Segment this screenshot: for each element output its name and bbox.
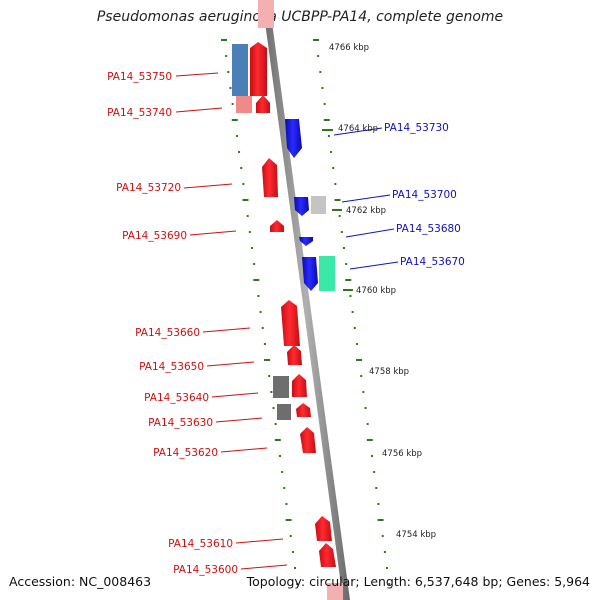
gene-arrow-pa14-53600: [319, 543, 336, 567]
gene-arrow-pa14-53660: [281, 300, 300, 346]
leader-line: [349, 261, 399, 270]
gene-arrow-pa14-53680: [299, 237, 313, 246]
leader-line: [240, 564, 288, 570]
leader-line: [215, 417, 263, 423]
gene-label: PA14_53720: [116, 182, 181, 194]
gene-label: PA14_53700: [392, 189, 457, 201]
scale-label: 4762 kbp: [346, 206, 386, 216]
leader-line: [333, 127, 383, 136]
leader-line: [345, 228, 395, 238]
gene-label: PA14_53640: [144, 392, 209, 404]
gene-arrow-pa14-53690: [270, 220, 284, 232]
blue-box-feature: [232, 44, 248, 96]
gene-arrow-pa14-53700: [294, 197, 309, 216]
gene-label: PA14_53670: [400, 256, 465, 268]
scale-label: 4756 kbp: [382, 449, 422, 459]
gene-label: PA14_53620: [153, 447, 218, 459]
topology-label: Topology: circular; Length: 6,537,648 bp…: [246, 574, 590, 589]
scale-label: 4760 kbp: [356, 286, 396, 296]
scale-label: 4766 kbp: [329, 43, 369, 53]
genome-backbone: [262, 0, 350, 600]
backbone-bottom-cap: [327, 583, 343, 600]
leader-line: [341, 194, 391, 203]
scale-label: 4764 kbp: [338, 124, 378, 134]
gene-arrow-pa14-53630: [296, 403, 311, 417]
leader-line: [220, 447, 268, 453]
leader-line: [189, 230, 237, 236]
gene-arrow-pa14-53650: [287, 345, 302, 365]
gene-label: PA14_53730: [384, 122, 449, 134]
gene-arrow-pa14-53640: [292, 374, 307, 397]
gene-features: [232, 42, 336, 567]
leader-line: [202, 327, 251, 333]
light-gray-box-feature: [311, 196, 326, 214]
leader-line: [211, 392, 259, 398]
gene-label: PA14_53660: [135, 327, 200, 339]
gene-labels: PA14_53750 PA14_53740 PA14_53720 PA14_53…: [107, 71, 465, 576]
leader-line: [235, 538, 284, 544]
gene-label: PA14_53610: [168, 538, 233, 550]
teal-box-feature: [319, 256, 335, 291]
leader-line: [183, 183, 233, 189]
gene-label: PA14_53630: [148, 417, 213, 429]
dark-gray-box-feature: [277, 404, 291, 420]
gene-label: PA14_53680: [396, 223, 461, 235]
scale-label: 4754 kbp: [396, 530, 436, 540]
leader-line: [206, 361, 255, 367]
scale-labels: 4766 kbp 4764 kbp 4762 kbp 4760 kbp 4758…: [322, 43, 436, 540]
genome-title: Pseudomonas aeruginosa UCBPP-PA14, compl…: [96, 9, 504, 25]
gene-arrow-pa14-53730: [285, 119, 302, 158]
gene-label: PA14_53650: [139, 361, 204, 373]
scale-label: 4758 kbp: [369, 367, 409, 377]
gene-arrow-pa14-53620: [300, 427, 316, 453]
leader-line: [175, 107, 223, 113]
leader-line: [175, 72, 219, 77]
gene-label: PA14_53740: [107, 107, 172, 119]
accession-label: Accession: NC_008463: [9, 574, 152, 589]
gene-label: PA14_53750: [107, 71, 172, 83]
dark-gray-box-feature: [273, 376, 289, 398]
gene-label: PA14_53690: [122, 230, 187, 242]
gene-arrow-pa14-53610: [315, 516, 332, 541]
pink-box-feature: [236, 96, 252, 113]
gene-arrow-pa14-53740: [256, 95, 270, 113]
backbone-top-cap: [258, 0, 274, 28]
gene-arrow-pa14-53720: [262, 158, 278, 197]
gene-arrow-pa14-53670: [302, 257, 318, 291]
label-leader-lines: [175, 72, 399, 570]
gene-label: PA14_53600: [173, 564, 238, 576]
tick-marks: [221, 39, 391, 585]
gene-arrow-pa14-53750: [250, 42, 267, 96]
